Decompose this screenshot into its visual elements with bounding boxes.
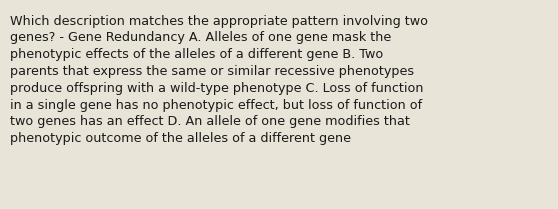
- Text: Which description matches the appropriate pattern involving two
genes? - Gene Re: Which description matches the appropriat…: [10, 15, 428, 145]
